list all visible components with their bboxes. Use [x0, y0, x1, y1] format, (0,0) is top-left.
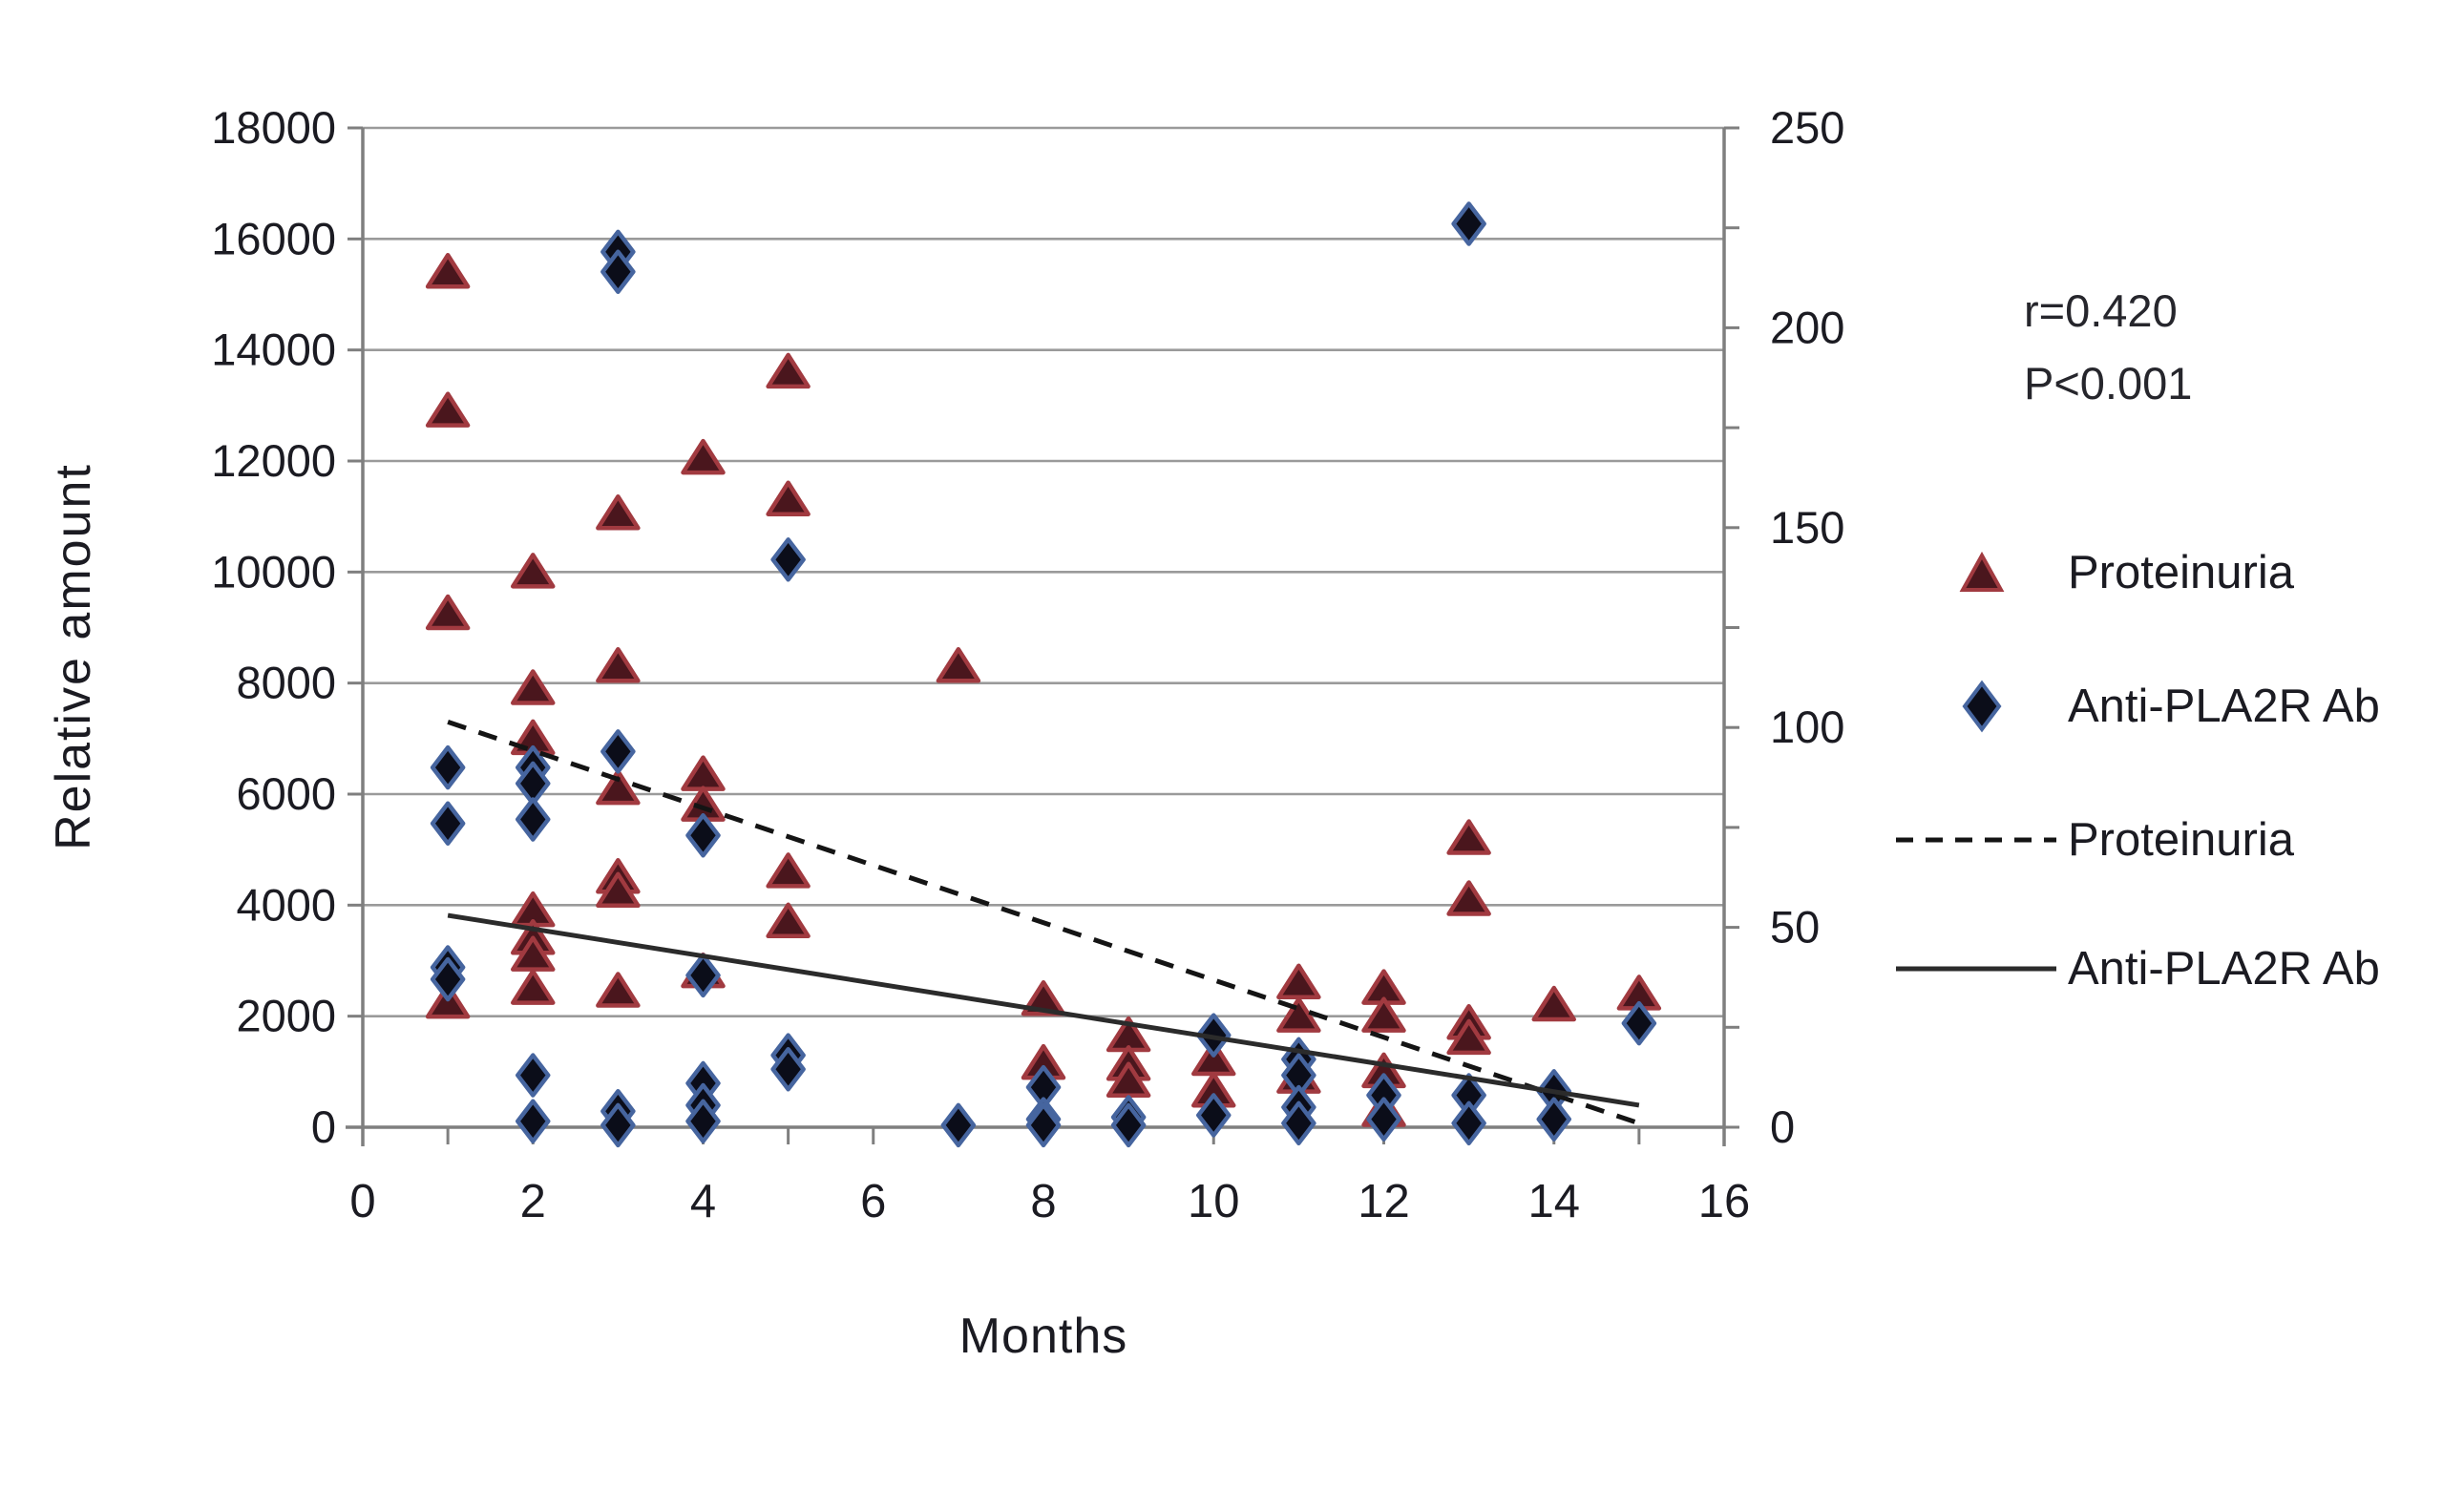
proteinuria-point: [936, 646, 981, 683]
x-axis-tick-label: 16: [1698, 1176, 1751, 1227]
x-axis-title: Months: [958, 1309, 1128, 1364]
x-axis-tick-label: 0: [349, 1176, 375, 1227]
proteinuria-point: [596, 871, 641, 909]
proteinuria-point: [1446, 1018, 1491, 1056]
anti-pla2r-point: [770, 1047, 806, 1092]
right-axis-tick-label: 150: [1770, 502, 1844, 553]
x-axis-tick-label: 10: [1188, 1176, 1240, 1227]
proteinuria-point: [425, 252, 471, 289]
right-axis-tick-label: 0: [1770, 1101, 1795, 1152]
left-axis-tick-label: 4000: [236, 879, 336, 930]
proteinuria-point: [1446, 819, 1491, 855]
proteinuria-point: [1531, 985, 1576, 1022]
left-axis-tick-label: 12000: [211, 435, 336, 486]
left-axis-tick-label: 10000: [211, 546, 336, 597]
anti-pla2r-point: [600, 249, 636, 295]
proteinuria-point: [1276, 996, 1321, 1033]
anti-pla2r-point: [1366, 1097, 1401, 1142]
anti-pla2r-point: [685, 1099, 721, 1143]
left-axis-tick-label: 2000: [236, 991, 336, 1041]
x-axis-tick-label: 4: [690, 1176, 716, 1227]
proteinuria-trendline: [447, 720, 1640, 1126]
anti-pla2r-point: [600, 1102, 636, 1148]
right-axis-tick-label: 100: [1770, 702, 1844, 752]
x-axis-tick-label: 8: [1030, 1176, 1056, 1227]
proteinuria-point: [511, 553, 556, 589]
anti-pla2r-point: [1621, 1000, 1657, 1046]
proteinuria-point: [766, 480, 811, 516]
right-axis-tick-label: 200: [1770, 302, 1844, 352]
anti-pla2r-point: [940, 1102, 977, 1148]
anti-pla2r-point: [685, 813, 721, 858]
left-axis-tick-label: 0: [311, 1101, 336, 1152]
x-axis-tick-label: 14: [1527, 1176, 1580, 1227]
anti-pla2r-point: [516, 1099, 551, 1143]
left-axis-tick-label: 16000: [211, 213, 336, 263]
anti-pla2r-point: [770, 537, 806, 582]
proteinuria-point: [596, 972, 641, 1008]
proteinuria-point: [681, 755, 726, 791]
proteinuria-point: [596, 768, 641, 806]
left-axis-tick-label: 6000: [236, 768, 336, 819]
anti-pla2r-trendline: [447, 912, 1640, 1108]
x-axis-tick-label: 6: [860, 1176, 886, 1227]
anti-pla2r-point: [430, 744, 466, 790]
r-value-text: r=0.420: [2024, 285, 2178, 336]
p-value-text: P<0.001: [2024, 358, 2193, 409]
x-axis-tick-label: 2: [520, 1176, 546, 1227]
proteinuria-point: [681, 438, 726, 475]
left-axis-tick-label: 14000: [211, 325, 336, 375]
anti-pla2r-point: [1110, 1102, 1147, 1148]
anti-pla2r-point: [516, 1053, 551, 1098]
proteinuria-point: [1446, 880, 1491, 916]
right-axis-tick-label: 50: [1770, 902, 1820, 953]
correlation-annotation: r=0.420 P<0.001: [2024, 275, 2192, 420]
proteinuria-point: [766, 902, 811, 939]
proteinuria-point: [425, 391, 471, 428]
anti-pla2r-point: [430, 801, 466, 846]
anti-pla2r-point: [1451, 201, 1486, 246]
anti-pla2r-point: [685, 953, 721, 998]
anti-pla2r-point: [1281, 1100, 1316, 1146]
right-axis-tick-label: 250: [1770, 102, 1844, 153]
proteinuria-point: [425, 594, 471, 631]
proteinuria-point: [511, 969, 556, 1005]
anti-pla2r-point: [1536, 1097, 1571, 1142]
anti-pla2r-point: [600, 729, 636, 774]
proteinuria-point: [1021, 979, 1066, 1016]
x-axis-tick-label: 12: [1358, 1176, 1410, 1227]
left-axis-tick-label: 8000: [236, 658, 336, 708]
anti-pla2r-point: [430, 956, 466, 1002]
y-axis-title: Relative amount: [46, 463, 101, 850]
proteinuria-point: [511, 669, 556, 705]
anti-pla2r-point: [516, 797, 551, 842]
proteinuria-point: [596, 494, 641, 531]
proteinuria-point: [596, 646, 641, 683]
anti-pla2r-point: [1196, 1093, 1232, 1138]
proteinuria-point: [766, 352, 811, 389]
proteinuria-point: [766, 852, 811, 889]
left-axis-tick-label: 18000: [211, 102, 336, 153]
proteinuria-point: [1361, 996, 1406, 1033]
anti-pla2r-point: [1025, 1102, 1062, 1148]
proteinuria-point: [1276, 963, 1321, 1000]
anti-pla2r-point: [1451, 1100, 1486, 1146]
